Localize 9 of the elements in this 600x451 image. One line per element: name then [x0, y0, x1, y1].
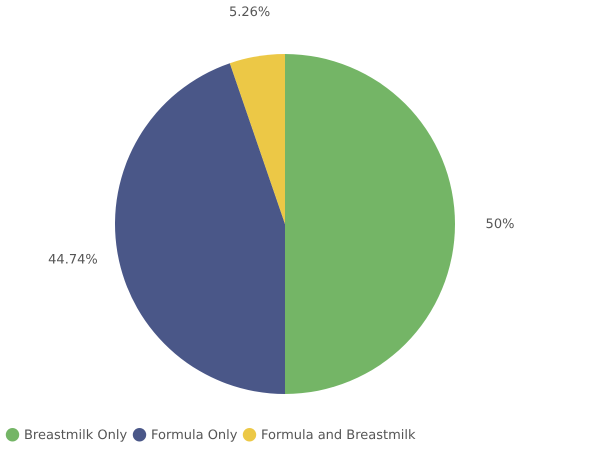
data-label: 44.74% [48, 252, 98, 268]
pie-slice [230, 54, 285, 224]
legend-label: Formula and Breastmilk [261, 428, 416, 443]
data-label: 5.26% [228, 4, 270, 20]
legend-label: Breastmilk Only [24, 428, 128, 443]
pie-slice [115, 63, 285, 394]
data-label: 50% [486, 217, 514, 232]
pie-slice [285, 54, 455, 394]
legend-label: Formula Only [151, 428, 238, 443]
